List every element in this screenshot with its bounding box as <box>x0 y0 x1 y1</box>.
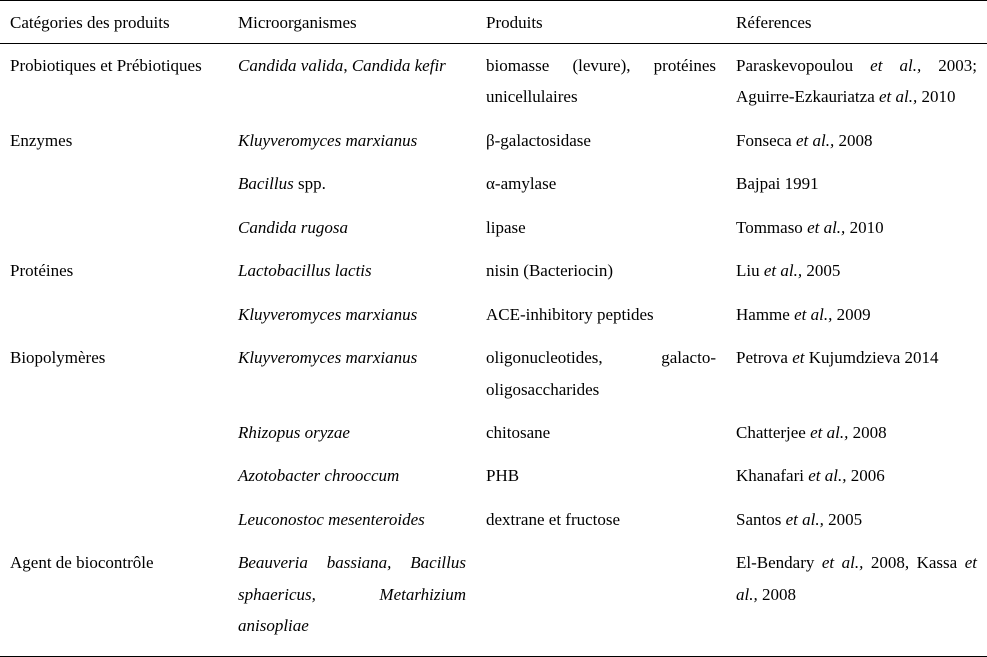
cell-references: Khanafari et al., 2006 <box>726 454 987 497</box>
table-row: Kluyveromyces marxianusACE-inhibitory pe… <box>0 293 987 336</box>
table-row: Candida rugosalipaseTommaso et al., 2010 <box>0 206 987 249</box>
cell-category <box>0 206 228 249</box>
table-header-row: Catégories des produits Microorganismes … <box>0 1 987 44</box>
cell-product: biomasse (levure), protéines unicellulai… <box>476 44 726 119</box>
table-row: Bacillus spp.α-amylaseBajpai 1991 <box>0 162 987 205</box>
products-table: Catégories des produits Microorganismes … <box>0 0 987 657</box>
cell-category <box>0 293 228 336</box>
table-row: BiopolymèresKluyveromyces marxianusoligo… <box>0 336 987 411</box>
col-header-category: Catégories des produits <box>0 1 228 44</box>
cell-references: Tommaso et al., 2010 <box>726 206 987 249</box>
cell-category <box>0 498 228 541</box>
cell-category: Protéines <box>0 249 228 292</box>
cell-references: El-Bendary et al., 2008, Kassa et al., 2… <box>726 541 987 656</box>
cell-organism: Leuconostoc mesenteroides <box>228 498 476 541</box>
cell-organism: Kluyveromyces marxianus <box>228 119 476 162</box>
cell-category: Biopolymères <box>0 336 228 411</box>
cell-organism: Kluyveromyces marxianus <box>228 293 476 336</box>
cell-category <box>0 411 228 454</box>
cell-organism: Rhizopus oryzae <box>228 411 476 454</box>
table-row: Agent de biocontrôleBeauveria bassiana, … <box>0 541 987 656</box>
table-row: ProtéinesLactobacillus lactisnisin (Bact… <box>0 249 987 292</box>
cell-references: Chatterjee et al., 2008 <box>726 411 987 454</box>
cell-references: Paraskevopoulou et al., 2003; Aguirre-Ez… <box>726 44 987 119</box>
cell-references: Hamme et al., 2009 <box>726 293 987 336</box>
col-header-organism: Microorganismes <box>228 1 476 44</box>
table-row: Azotobacter chrooccumPHBKhanafari et al.… <box>0 454 987 497</box>
cell-category: Agent de biocontrôle <box>0 541 228 656</box>
col-header-references: Réferences <box>726 1 987 44</box>
cell-category <box>0 162 228 205</box>
cell-category: Enzymes <box>0 119 228 162</box>
cell-organism: Kluyveromyces marxianus <box>228 336 476 411</box>
cell-organism: Beauveria bassiana, Bacillus sphaericus,… <box>228 541 476 656</box>
cell-references: Santos et al., 2005 <box>726 498 987 541</box>
cell-product <box>476 541 726 656</box>
cell-category: Probiotiques et Prébiotiques <box>0 44 228 119</box>
table-row: Rhizopus oryzaechitosaneChatterjee et al… <box>0 411 987 454</box>
cell-product: nisin (Bacteriocin) <box>476 249 726 292</box>
cell-product: lipase <box>476 206 726 249</box>
cell-product: chitosane <box>476 411 726 454</box>
cell-organism: Bacillus spp. <box>228 162 476 205</box>
cell-references: Fonseca et al., 2008 <box>726 119 987 162</box>
table-row: Leuconostoc mesenteroidesdextrane et fru… <box>0 498 987 541</box>
cell-product: oligonucleotides, galacto-oligosaccharid… <box>476 336 726 411</box>
table-body: Probiotiques et PrébiotiquesCandida vali… <box>0 44 987 657</box>
cell-product: PHB <box>476 454 726 497</box>
table-row: EnzymesKluyveromyces marxianusβ-galactos… <box>0 119 987 162</box>
table-row: Probiotiques et PrébiotiquesCandida vali… <box>0 44 987 119</box>
cell-references: Bajpai 1991 <box>726 162 987 205</box>
cell-product: β-galactosidase <box>476 119 726 162</box>
cell-organism: Candida rugosa <box>228 206 476 249</box>
cell-organism: Azotobacter chrooccum <box>228 454 476 497</box>
col-header-product: Produits <box>476 1 726 44</box>
cell-references: Liu et al., 2005 <box>726 249 987 292</box>
cell-category <box>0 454 228 497</box>
cell-organism: Lactobacillus lactis <box>228 249 476 292</box>
cell-organism: Candida valida, Candida kefir <box>228 44 476 119</box>
cell-references: Petrova et Kujumdzieva 2014 <box>726 336 987 411</box>
cell-product: ACE-inhibitory peptides <box>476 293 726 336</box>
cell-product: α-amylase <box>476 162 726 205</box>
cell-product: dextrane et fructose <box>476 498 726 541</box>
